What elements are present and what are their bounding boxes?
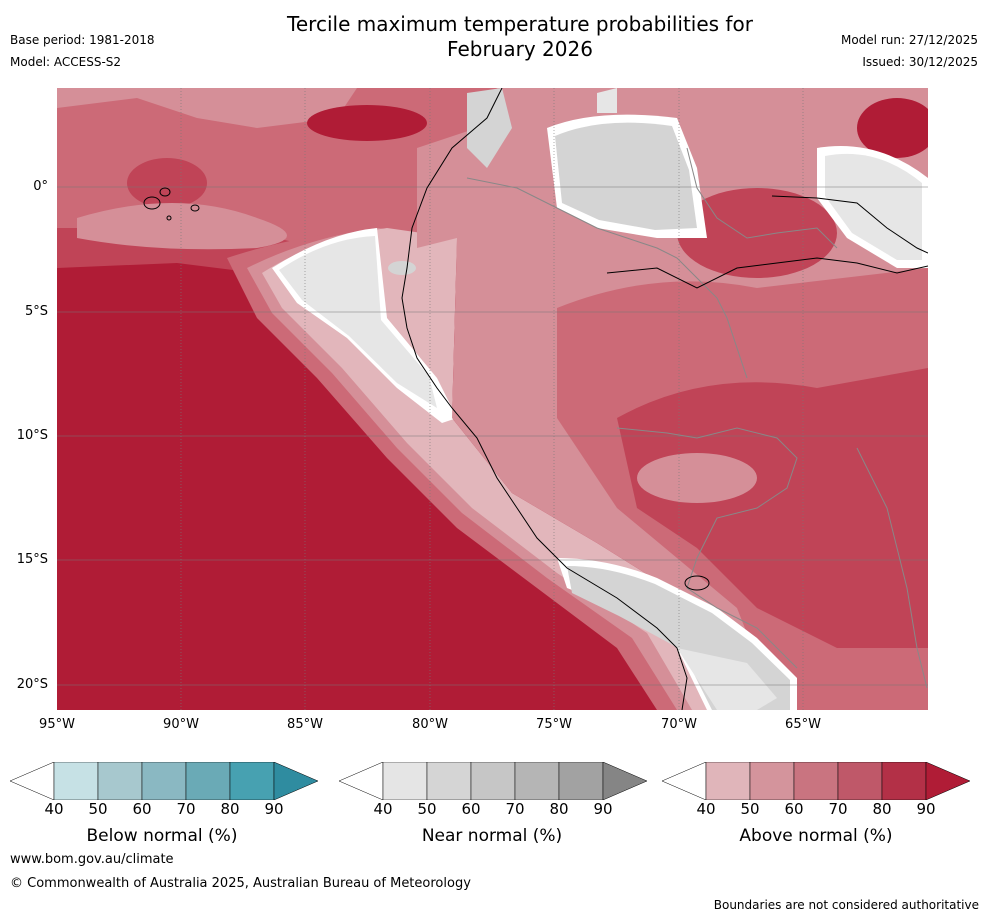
near-tick-80: 80 — [549, 800, 569, 818]
border-peru-bolivia — [616, 427, 798, 669]
below-swatch-5 — [229, 762, 275, 800]
website-link[interactable]: www.bom.gov.au/climate — [10, 852, 174, 867]
zone-near-50-colombia — [555, 122, 697, 230]
above-swatch-3 — [793, 762, 839, 800]
title-line-1: Tercile maximum temperature probabilitie… — [287, 12, 753, 36]
border-bolivia-brazil — [856, 447, 928, 689]
border-ecuador-peru — [466, 177, 748, 379]
zone-above-60-nw — [57, 88, 357, 128]
lon-label-85w: 85°W — [287, 717, 323, 732]
model-run: Model run: 27/12/2025 — [840, 33, 978, 47]
zone-above-90-ne-land — [857, 98, 928, 158]
latitude-grid — [57, 186, 928, 686]
below-tick-60: 60 — [132, 800, 152, 818]
below-swatch-1 — [53, 762, 99, 800]
zone-above-80-galapagos — [127, 158, 207, 208]
zone-near-40-venezuela — [825, 153, 922, 260]
zone-near-40-small — [597, 88, 617, 113]
above-tick-40: 40 — [696, 800, 716, 818]
above-swatch-1 — [705, 762, 751, 800]
lon-label-90w: 90°W — [163, 717, 199, 732]
near-tick-40: 40 — [373, 800, 393, 818]
lat-label-0: 0° — [33, 179, 48, 194]
below-swatch-6 — [273, 762, 318, 800]
near-swatch-5 — [558, 762, 604, 800]
below-swatch-0 — [10, 762, 55, 800]
galapagos-islands — [143, 187, 200, 221]
below-tick-40: 40 — [44, 800, 64, 818]
zone-near-40-south — [677, 648, 777, 710]
lat-label-15s: 15°S — [16, 552, 48, 567]
amazon-river — [606, 257, 928, 289]
lon-label-80w: 80°W — [412, 717, 448, 732]
above-swatch-4 — [837, 762, 883, 800]
coastline — [401, 88, 688, 710]
near-swatch-2 — [426, 762, 472, 800]
colorbar-below — [10, 762, 318, 800]
legend-title-above: Above normal (%) — [739, 826, 893, 846]
below-tick-90: 90 — [264, 800, 284, 818]
zone-near-50-nw-land — [467, 88, 512, 168]
meta-right: Model run: 27/12/2025 Issued: 30/12/2025 — [841, 29, 978, 73]
above-tick-50: 50 — [740, 800, 760, 818]
near-swatch-6 — [602, 762, 647, 800]
galapagos-san-cristobal — [190, 204, 200, 212]
above-swatch-6 — [925, 762, 970, 800]
lon-label-95w: 95°W — [39, 717, 75, 732]
colorbar-above — [662, 762, 970, 800]
issued-date: Issued: 30/12/2025 — [862, 55, 978, 69]
above-tick-60: 60 — [784, 800, 804, 818]
near-tick-60: 60 — [461, 800, 481, 818]
near-swatch-1 — [382, 762, 428, 800]
below-tick-50: 50 — [88, 800, 108, 818]
below-swatch-3 — [141, 762, 187, 800]
near-swatch-3 — [470, 762, 516, 800]
title-line-2: February 2026 — [447, 37, 593, 61]
zone-near-50-coast — [388, 261, 416, 275]
above-tick-80: 80 — [872, 800, 892, 818]
galapagos-floreana — [166, 215, 172, 221]
near-tick-90: 90 — [593, 800, 613, 818]
below-tick-80: 80 — [220, 800, 240, 818]
zone-near-40-coast — [279, 236, 437, 408]
lake-titicaca — [684, 575, 710, 591]
galapagos-isabela — [143, 196, 161, 210]
base-period: Base period: 1981-2018 — [10, 33, 155, 47]
copyright: © Commonwealth of Australia 2025, Austra… — [10, 876, 471, 891]
meta-left: Base period: 1981-2018 Model: ACCESS-S2 — [10, 29, 155, 73]
probability-map[interactable] — [57, 88, 928, 710]
below-swatch-4 — [185, 762, 231, 800]
near-swatch-0 — [339, 762, 384, 800]
lon-label-65w: 65°W — [785, 717, 821, 732]
lat-label-5s: 5°S — [24, 304, 48, 319]
lat-label-20s: 20°S — [16, 677, 48, 692]
legend-title-below: Below normal (%) — [86, 826, 238, 846]
above-tick-70: 70 — [828, 800, 848, 818]
legend-title-near: Near normal (%) — [421, 826, 563, 846]
lat-label-10s: 10°S — [16, 428, 48, 443]
near-tick-70: 70 — [505, 800, 525, 818]
lon-label-70w: 70°W — [661, 717, 697, 732]
zone-above-80-amazon — [677, 188, 837, 278]
galapagos-santa-cruz — [159, 187, 171, 197]
colorbar-near — [339, 762, 647, 800]
above-swatch-0 — [662, 762, 707, 800]
lon-label-75w: 75°W — [536, 717, 572, 732]
chart-title: Tercile maximum temperature probabilitie… — [0, 12, 988, 62]
zone-above-60-mid — [77, 203, 287, 250]
disclaimer: Boundaries are not considered authoritat… — [713, 898, 979, 912]
above-swatch-5 — [881, 762, 927, 800]
below-tick-70: 70 — [176, 800, 196, 818]
above-tick-90: 90 — [916, 800, 936, 818]
near-tick-50: 50 — [417, 800, 437, 818]
above-swatch-2 — [749, 762, 795, 800]
near-swatch-4 — [514, 762, 560, 800]
rio-negro — [771, 195, 928, 254]
below-swatch-2 — [97, 762, 143, 800]
border-colombia-brazil — [686, 147, 838, 249]
zone-above-60-bolivia — [637, 453, 757, 503]
model-name: Model: ACCESS-S2 — [10, 55, 122, 69]
map-canvas — [57, 88, 928, 710]
zone-above-90-ne-pocket — [307, 105, 427, 141]
